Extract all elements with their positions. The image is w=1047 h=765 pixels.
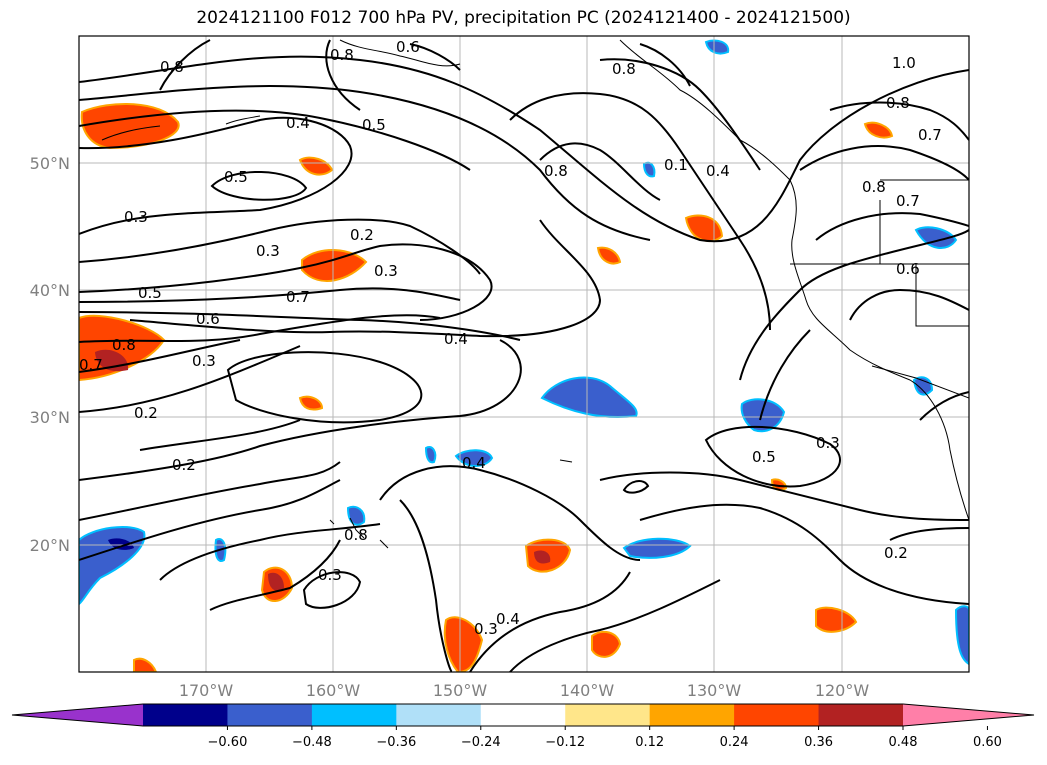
colorbar-tick-label: 0.24 (720, 735, 749, 750)
lon-axis: 170°W 160°W 150°W 140°W 130°W 120°W (179, 681, 870, 700)
contour-label: 0.5 (138, 284, 162, 302)
colorbar-tick-label: 0.48 (889, 735, 918, 750)
colorbar-tick-labels: −0.60 −0.48 −0.36 −0.24 −0.12 0.12 0.24 0.36 0.4… (208, 735, 1002, 750)
contour-label: 0.2 (172, 456, 196, 474)
lon-label: 160°W (306, 681, 361, 700)
colorbar-segment (143, 704, 228, 726)
contour-label: 0.8 (160, 58, 184, 76)
colorbar-segment (396, 704, 482, 726)
colorbar-tick-label: 0.12 (635, 735, 664, 750)
contour-label: 0.2 (884, 544, 908, 562)
contour-label: 0.8 (344, 526, 368, 544)
colorbar-segment (565, 704, 651, 726)
colorbar-tick-label: −0.12 (545, 735, 585, 750)
contour-label: 0.4 (496, 610, 520, 628)
contour-label: 0.7 (286, 288, 310, 306)
graticule (79, 36, 969, 672)
contour-label: 0.5 (362, 116, 386, 134)
contour-label: 0.1 (664, 156, 688, 174)
colorbar-tick-label: −0.36 (376, 735, 416, 750)
contour-label: 0.3 (474, 620, 498, 638)
pv-contours (79, 39, 969, 672)
map-border (78, 35, 970, 673)
contour-label: 0.4 (444, 330, 468, 348)
contour-label: 0.8 (612, 60, 636, 78)
contour-label: 0.6 (196, 310, 220, 328)
lon-label: 120°W (815, 681, 870, 700)
lon-label: 130°W (687, 681, 742, 700)
contour-label: 0.8 (544, 162, 568, 180)
colorbar-segment (480, 704, 566, 726)
colorbar-tick-label: 0.60 (973, 735, 1002, 750)
colorbar-tick-label: −0.60 (208, 735, 248, 750)
contour-label: 0.3 (256, 242, 280, 260)
lon-label: 170°W (179, 681, 234, 700)
colorbar-outline (11, 703, 1035, 727)
contour-label: 0.3 (124, 208, 148, 226)
contour-label: 0.2 (350, 226, 374, 244)
lat-label: 30°N (30, 408, 70, 427)
contour-label: 0.3 (816, 434, 840, 452)
lat-label: 20°N (30, 536, 70, 555)
contour-label: 0.2 (134, 404, 158, 422)
lat-label: 50°N (30, 154, 70, 173)
colorbar (11, 703, 1035, 730)
lon-label: 150°W (433, 681, 488, 700)
map-title: 2024121100 F012 700 hPa PV, precipitatio… (196, 8, 851, 28)
contour-label: 0.6 (396, 38, 420, 56)
contour-labels: 0.8 0.8 0.6 0.8 1.0 0.8 0.7 0.4 0.5 0.8 … (79, 38, 942, 638)
contour-label: 0.6 (896, 260, 920, 278)
contour-label: 0.7 (896, 192, 920, 210)
contour-label: 1.0 (892, 54, 916, 72)
lat-label: 40°N (30, 281, 70, 300)
contour-label: 0.7 (79, 356, 103, 374)
colorbar-segment (227, 704, 313, 726)
contour-label: 0.7 (918, 126, 942, 144)
contour-label: 0.4 (286, 114, 310, 132)
coastlines (101, 39, 969, 549)
contour-label: 0.8 (862, 178, 886, 196)
contour-label: 0.5 (224, 168, 248, 186)
contour-label: 0.4 (706, 162, 730, 180)
lat-axis: 50°N 40°N 30°N 20°N (30, 154, 70, 555)
contour-label: 0.8 (330, 46, 354, 64)
contour-label: 0.8 (886, 94, 910, 112)
colorbar-tick-label: 0.36 (804, 735, 833, 750)
map-frame (79, 36, 969, 672)
colorbar-segment (734, 704, 820, 726)
contour-label: 0.4 (462, 454, 486, 472)
contour-label: 0.5 (752, 448, 776, 466)
colorbar-extend-high (903, 704, 1034, 726)
colorbar-segment (311, 704, 397, 726)
contour-label: 0.3 (374, 262, 398, 280)
colorbar-segment (818, 704, 904, 726)
contour-label: 0.3 (192, 352, 216, 370)
colorbar-extend-low (12, 704, 143, 726)
colorbar-segment (649, 704, 735, 726)
colorbar-tick-label: −0.48 (292, 735, 332, 750)
lon-label: 140°W (560, 681, 615, 700)
colorbar-tick-label: −0.24 (461, 735, 501, 750)
contour-label: 0.3 (318, 566, 342, 584)
contour-label: 0.8 (112, 336, 136, 354)
